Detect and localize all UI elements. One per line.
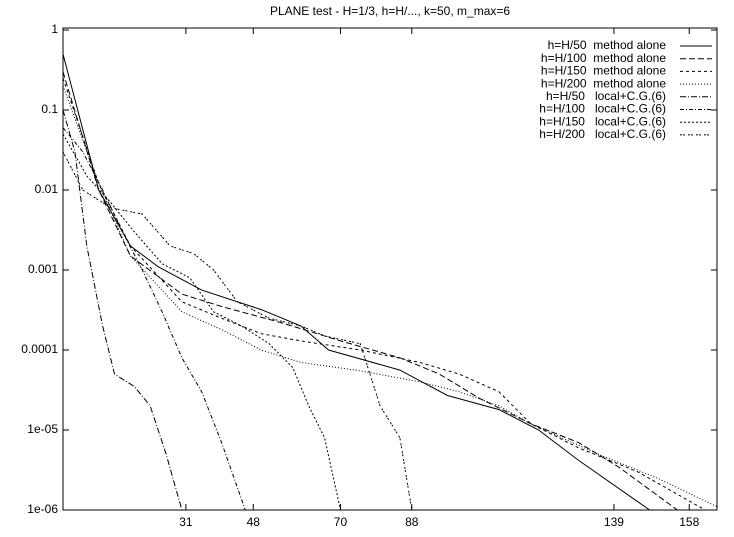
x-tick-label: 48 [247,515,261,529]
series-line [62,71,678,511]
series-line [62,109,183,511]
y-tick-label: 0.1 [41,102,58,116]
plot-frame [62,27,718,511]
x-tick-label: 88 [405,515,419,529]
y-tick-label: 0.0001 [21,342,58,356]
x-tick-label: 139 [604,515,624,529]
series-line [62,151,413,511]
series-line [62,133,341,511]
x-tick-label: 70 [334,515,348,529]
legend-label: h=H/50 method alone [548,38,667,52]
x-tick-label: 158 [679,515,699,529]
chart-title: PLANE test - H=1/3, h=H/..., k=50, m_max… [270,4,510,18]
legend-label: h=H/200 local+C.G.(6) [539,127,666,141]
legend-label: h=H/150 method alone [541,64,666,78]
legend-label: h=H/200 method alone [541,76,666,90]
legend-label: h=H/100 local+C.G.(6) [539,102,666,116]
y-tick-label: 1 [51,22,58,36]
series-line [62,53,650,511]
y-tick-label: 1e-05 [27,422,58,436]
y-tick-label: 1e-06 [27,502,58,516]
series-line [62,127,246,511]
series-line [62,78,706,511]
y-tick-label: 0.01 [35,182,59,196]
series-line [62,85,718,508]
legend-label: h=H/50 local+C.G.(6) [546,89,666,103]
legend-label: h=H/100 method alone [541,51,666,65]
x-tick-label: 31 [179,515,193,529]
y-tick-label: 0.001 [28,262,58,276]
legend-label: h=H/150 local+C.G.(6) [539,114,666,128]
